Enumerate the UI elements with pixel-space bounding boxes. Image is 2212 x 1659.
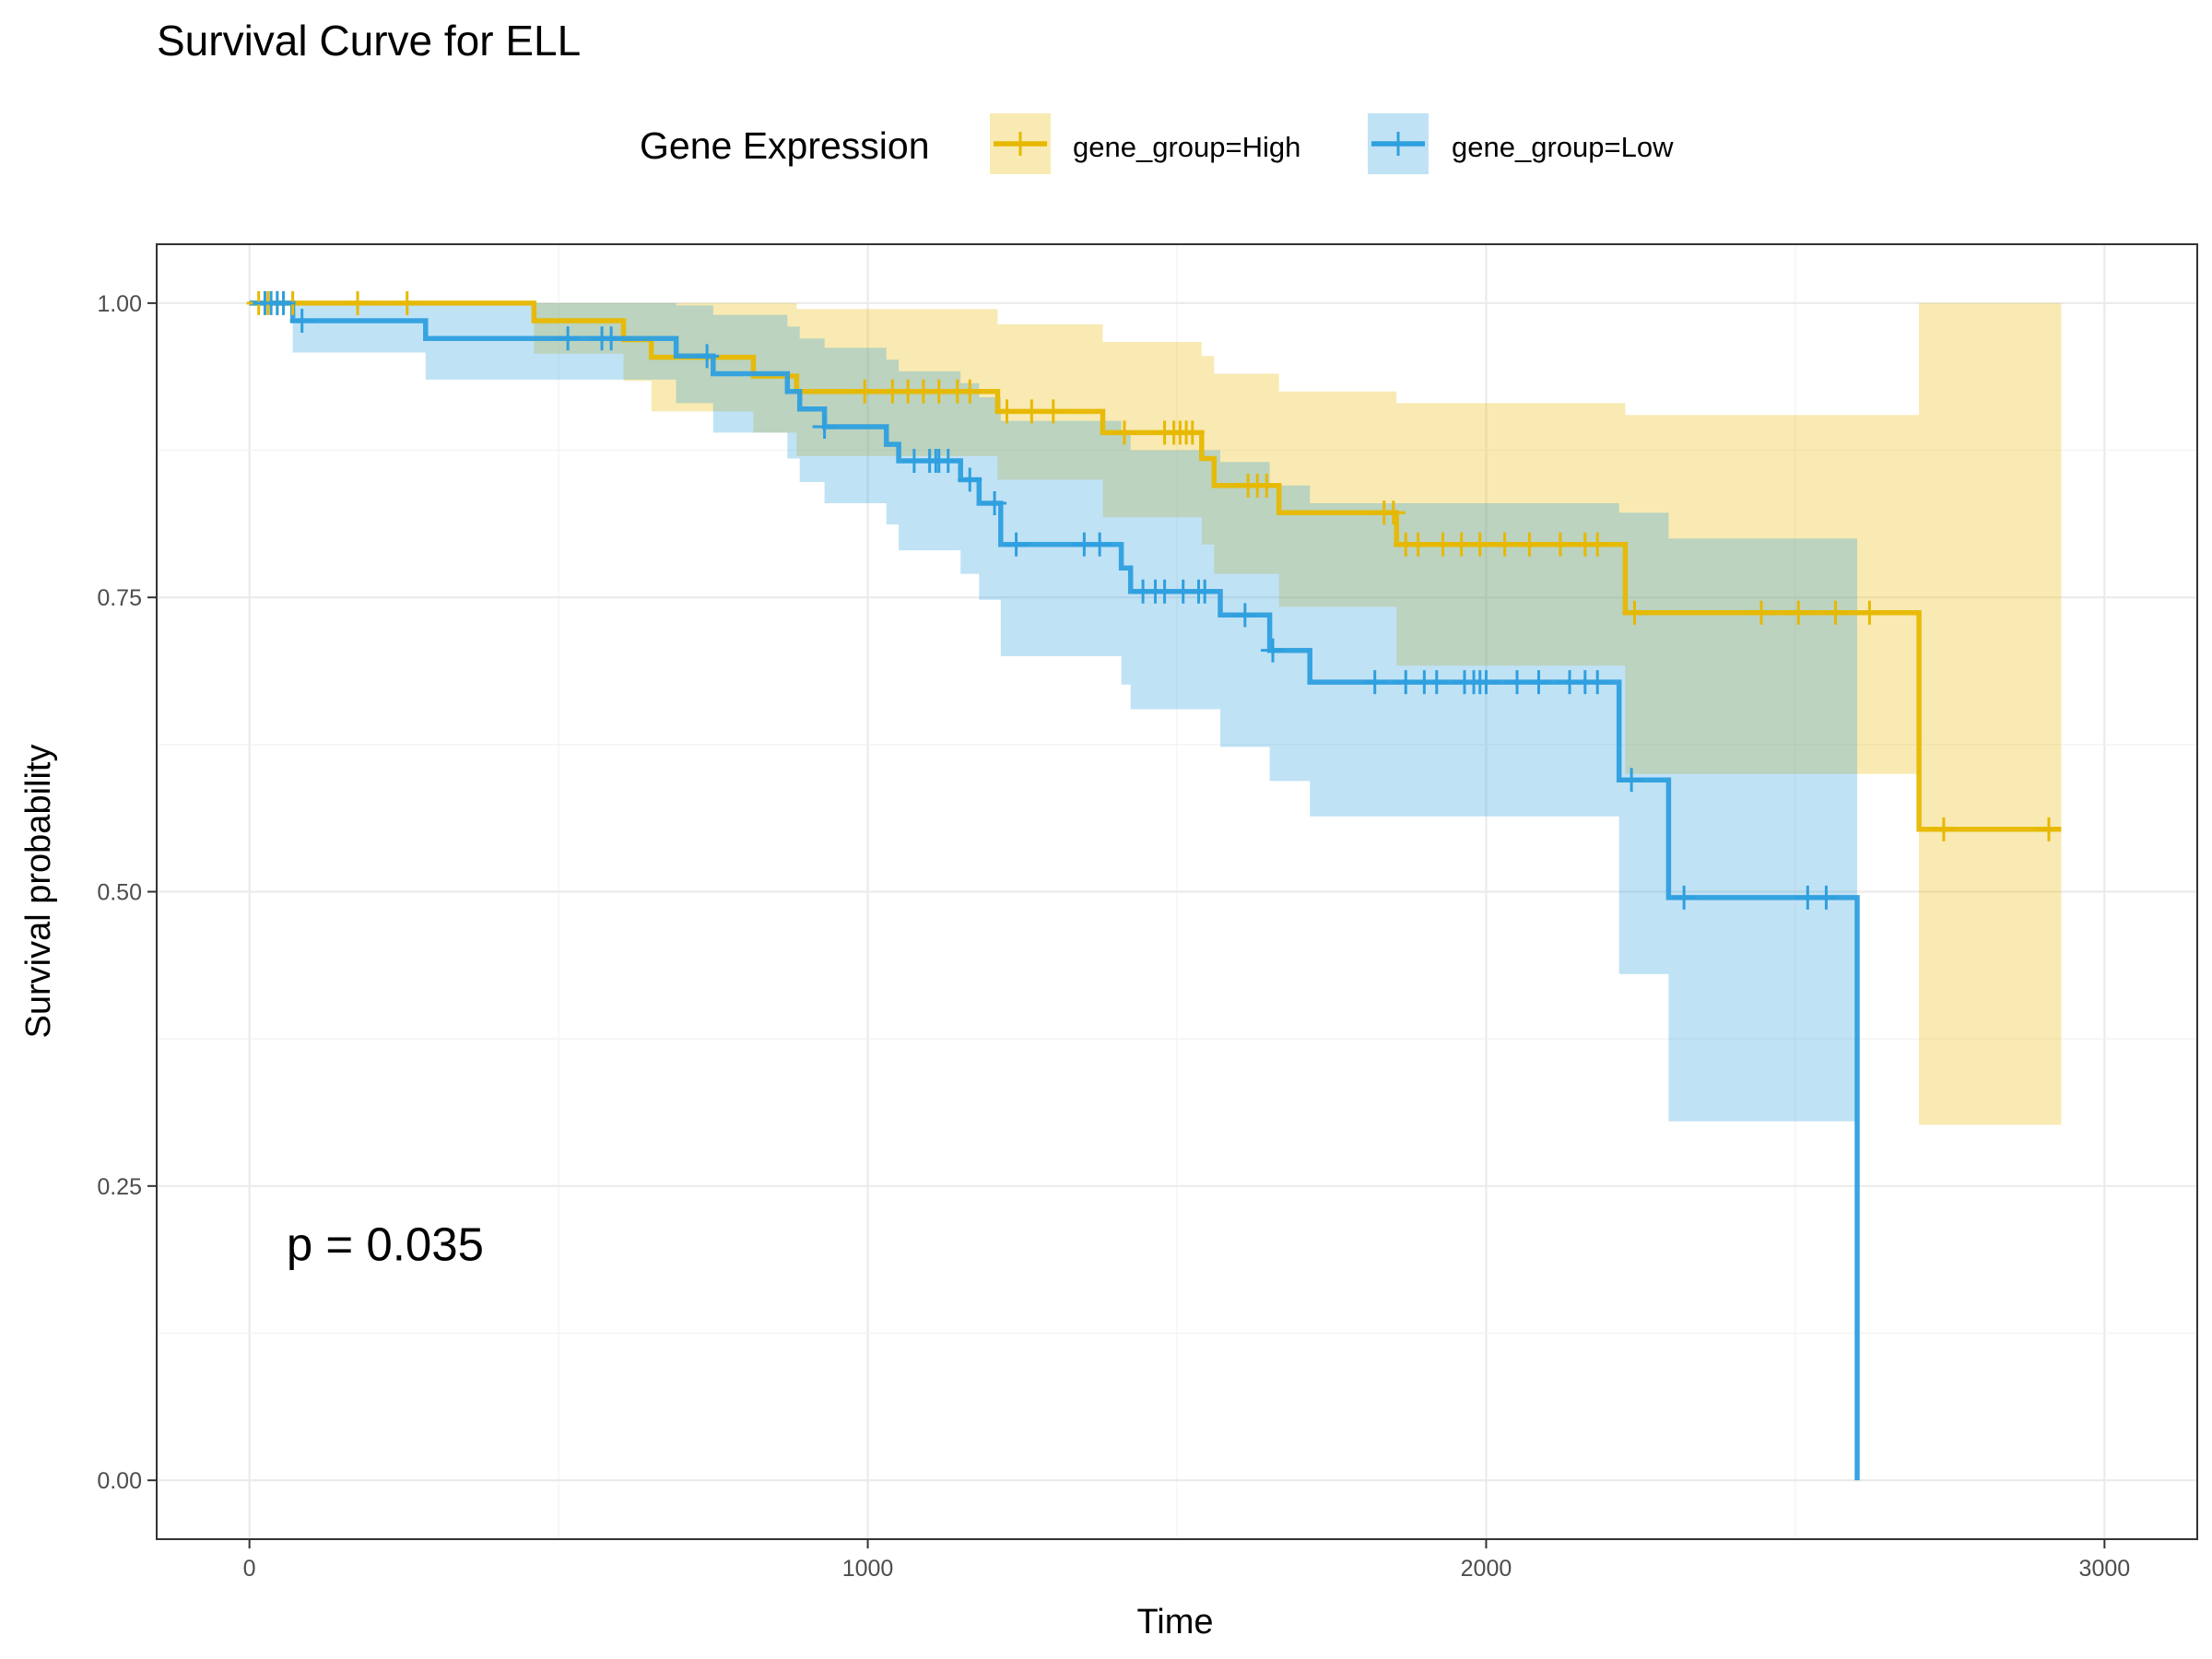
censor-mark-low-26	[1232, 603, 1257, 628]
censor-mark-high-41	[1857, 600, 1882, 625]
chart-title: Survival Curve for ELL	[157, 17, 581, 65]
censor-mark-high-6	[853, 379, 877, 404]
x-axis-ticks: 0 1000 2000 3000	[243, 1539, 2130, 1582]
censor-mark-low-14	[935, 449, 960, 474]
censor-mark-high-15	[1041, 399, 1065, 424]
legend-key-low	[1368, 113, 1429, 174]
censor-mark-high-28	[1406, 532, 1430, 557]
censor-mark-low-27	[1260, 638, 1285, 663]
censor-mark-high-14	[1019, 399, 1044, 424]
censor-mark-low-42	[1672, 885, 1697, 910]
censor-mark-low-5	[556, 326, 581, 351]
censor-mark-low-35	[1474, 670, 1499, 695]
censor-mark-high-5	[394, 290, 419, 315]
y-tick-label-1: 0.25	[97, 1174, 142, 1200]
censor-mark-low-19	[1088, 532, 1112, 557]
censor-mark-high-24	[1254, 473, 1279, 498]
y-axis-ticks: 0.00 0.25 0.50 0.75 1.00	[97, 291, 157, 1494]
x-tick-label-1: 1000	[842, 1556, 894, 1582]
censor-mark-high-12	[958, 379, 982, 404]
censor-mark-high-26	[1381, 500, 1406, 525]
x-tick-label-2: 2000	[1461, 1556, 1512, 1582]
y-tick-label-3: 0.75	[97, 585, 142, 611]
censor-mark-low-4	[289, 309, 314, 334]
p-value-annotation: p = 0.035	[287, 1218, 484, 1271]
x-tick-label-3: 3000	[2079, 1556, 2131, 1582]
censor-mark-low-15	[958, 467, 982, 492]
censor-mark-high-31	[1467, 532, 1492, 557]
censor-mark-high-39	[1786, 600, 1811, 625]
censor-mark-low-28	[1362, 670, 1387, 695]
censor-mark-high-32	[1492, 532, 1517, 557]
censor-mark-low-25	[1193, 579, 1218, 604]
legend-label-low: gene_group=Low	[1452, 131, 1674, 163]
censor-mark-high-40	[1823, 600, 1848, 625]
censor-mark-high-38	[1749, 600, 1774, 625]
censor-mark-high-37	[1622, 600, 1647, 625]
censor-mark-high-34	[1547, 532, 1572, 557]
censor-mark-high-33	[1517, 532, 1542, 557]
censor-mark-low-40	[1585, 670, 1610, 695]
censor-mark-low-17	[1004, 532, 1029, 557]
censor-mark-low-7	[599, 326, 624, 351]
confidence-band-high	[249, 302, 2062, 1125]
legend: Gene Expression gene_group=High gene_gro…	[640, 113, 1674, 174]
x-axis-title: Time	[1136, 1603, 1213, 1641]
y-tick-label-0: 0.00	[97, 1468, 142, 1494]
censor-mark-low-9	[812, 414, 837, 439]
censor-mark-low-41	[1619, 768, 1644, 793]
legend-key-high	[990, 113, 1051, 174]
legend-label-high: gene_group=High	[1073, 131, 1300, 163]
censor-mark-high-43	[2036, 817, 2061, 841]
y-tick-label-4: 1.00	[97, 291, 142, 317]
censor-mark-low-37	[1526, 670, 1551, 695]
censor-mark-low-44	[1814, 885, 1839, 910]
censor-mark-high-21	[1180, 420, 1205, 445]
y-tick-label-2: 0.50	[97, 880, 142, 906]
y-axis-title: Survival probability	[19, 745, 58, 1039]
confidence-bands	[249, 302, 2062, 1125]
confidence-band-low	[249, 302, 1858, 1122]
legend-title: Gene Expression	[640, 124, 930, 167]
censor-mark-high-4	[346, 290, 371, 315]
censor-marks	[246, 290, 2061, 910]
censor-mark-high-13	[994, 399, 1019, 424]
censor-mark-high-16	[1112, 420, 1136, 445]
censor-mark-low-3	[271, 290, 296, 315]
censor-mark-high-42	[1931, 817, 1956, 841]
censor-mark-high-36	[1585, 532, 1610, 557]
x-tick-label-0: 0	[243, 1556, 256, 1582]
censor-mark-low-8	[695, 344, 720, 369]
censor-mark-low-36	[1505, 670, 1529, 695]
censor-mark-low-31	[1424, 670, 1449, 695]
censor-mark-low-16	[982, 491, 1007, 515]
